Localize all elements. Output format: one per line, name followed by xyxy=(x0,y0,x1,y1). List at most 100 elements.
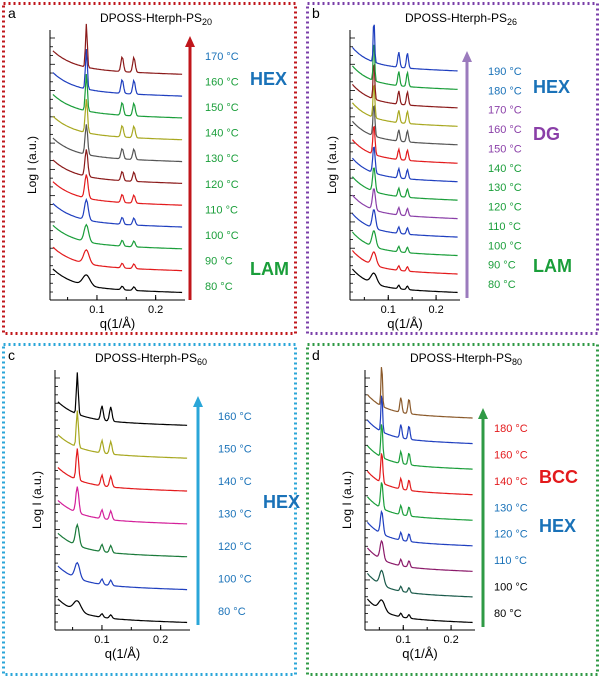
temp-arrow-head-a xyxy=(185,36,195,47)
curve-c-5 xyxy=(57,410,188,459)
phase-label-a: HEX xyxy=(250,69,287,89)
curve-b-3 xyxy=(351,209,458,238)
temp-label-a: 130 °C xyxy=(205,153,239,165)
x-tick-label-c: 0.1 xyxy=(94,634,109,646)
curve-c-6 xyxy=(57,372,188,426)
temp-label-c: 150 °C xyxy=(218,444,252,456)
curve-b-0 xyxy=(351,268,458,294)
temp-label-c: 100 °C xyxy=(218,574,252,586)
x-tick-label-b: 0.2 xyxy=(428,304,443,316)
temp-label-c: 80 °C xyxy=(218,606,246,618)
curve-b-11 xyxy=(351,44,458,90)
curve-c-0 xyxy=(57,598,188,624)
curve-d-8 xyxy=(366,367,473,419)
curve-c-1 xyxy=(57,561,188,591)
phase-label-d: BCC xyxy=(539,467,578,487)
curve-a-8 xyxy=(52,74,183,119)
curve-b-12 xyxy=(351,24,458,72)
curve-a-5 xyxy=(52,149,183,184)
curve-d-3 xyxy=(366,509,473,547)
panel-title-b: DPOSS-Hterph-PS26 xyxy=(405,11,517,27)
curve-a-10 xyxy=(52,23,183,75)
x-tick-label-b: 0.1 xyxy=(381,304,396,316)
panel-border-a xyxy=(2,2,297,335)
curve-a-9 xyxy=(52,48,183,97)
temp-label-c: 160 °C xyxy=(218,411,252,423)
temp-label-c: 120 °C xyxy=(218,541,252,553)
phase-label-b: LAM xyxy=(533,256,572,276)
temp-label-a: 140 °C xyxy=(205,128,239,140)
x-tick-label-d: 0.2 xyxy=(443,634,458,646)
temp-label-d: 100 °C xyxy=(494,582,528,594)
curve-b-7 xyxy=(351,125,458,164)
y-axis-label-c: Log I (a.u.) xyxy=(30,471,44,529)
curve-a-4 xyxy=(52,174,183,206)
panel-letter-a: a xyxy=(8,5,16,21)
curve-b-9 xyxy=(351,84,458,127)
phase-label-a: LAM xyxy=(250,259,289,279)
curve-d-2 xyxy=(366,539,473,572)
temp-label-a: 100 °C xyxy=(205,230,239,242)
curve-b-4 xyxy=(351,188,458,220)
temp-label-a: 160 °C xyxy=(205,77,239,89)
y-axis-label-b: Log I (a.u.) xyxy=(325,136,339,194)
panel-border-c xyxy=(2,343,297,676)
panel-letter-b: b xyxy=(312,5,320,21)
x-tick-label-a: 0.1 xyxy=(89,304,104,316)
temp-label-b: 130 °C xyxy=(488,182,522,194)
phase-label-d: HEX xyxy=(539,516,576,536)
curve-d-6 xyxy=(366,424,473,470)
x-tick-label-d: 0.1 xyxy=(396,634,411,646)
curve-a-3 xyxy=(52,197,183,228)
temp-label-a: 110 °C xyxy=(205,204,238,216)
curve-c-3 xyxy=(57,486,188,525)
x-axis-label-d: q(1/Å) xyxy=(402,646,437,661)
x-tick-label-c: 0.2 xyxy=(153,634,168,646)
temp-arrow-head-c xyxy=(193,396,203,407)
phase-label-b: HEX xyxy=(533,77,570,97)
temp-label-b: 80 °C xyxy=(488,279,516,291)
curve-b-5 xyxy=(351,167,458,201)
panel-border-d xyxy=(306,343,599,676)
curve-a-7 xyxy=(52,99,183,141)
temp-label-d: 180 °C xyxy=(494,423,528,435)
temp-label-d: 80 °C xyxy=(494,608,522,620)
temp-arrow-head-b xyxy=(462,51,472,62)
x-tick-label-a: 0.2 xyxy=(148,304,163,316)
curve-a-1 xyxy=(52,246,183,272)
temp-arrow-head-d xyxy=(478,408,488,419)
temp-label-b: 150 °C xyxy=(488,143,522,155)
curve-b-10 xyxy=(351,63,458,109)
x-axis-label-c: q(1/Å) xyxy=(105,646,140,661)
temp-label-b: 90 °C xyxy=(488,260,516,272)
temp-label-a: 80 °C xyxy=(205,281,233,293)
curve-b-1 xyxy=(351,250,458,275)
temp-label-c: 130 °C xyxy=(218,509,252,521)
temp-label-d: 140 °C xyxy=(494,476,528,488)
y-axis-label-d: Log I (a.u.) xyxy=(340,471,354,529)
temp-label-d: 110 °C xyxy=(494,555,527,567)
panel-title-a: DPOSS-Hterph-PS20 xyxy=(100,11,212,27)
temp-label-d: 130 °C xyxy=(494,502,528,514)
curve-b-2 xyxy=(351,230,458,257)
curve-b-6 xyxy=(351,146,458,183)
curve-c-4 xyxy=(57,448,188,492)
curve-a-2 xyxy=(52,223,183,250)
temp-label-d: 120 °C xyxy=(494,529,528,541)
panel-title-c: DPOSS-Hterph-PS60 xyxy=(95,351,207,367)
temp-label-a: 120 °C xyxy=(205,179,239,191)
x-axis-label-b: q(1/Å) xyxy=(387,316,422,331)
curve-a-0 xyxy=(52,268,183,294)
panel-border-b xyxy=(306,2,599,335)
temp-label-b: 140 °C xyxy=(488,163,522,175)
temp-label-c: 140 °C xyxy=(218,476,252,488)
phase-label-c: HEX xyxy=(263,492,300,512)
curve-d-4 xyxy=(366,482,473,521)
curve-c-2 xyxy=(57,522,188,558)
phase-label-b: DG xyxy=(533,124,560,144)
curve-a-6 xyxy=(52,124,183,163)
curve-d-0 xyxy=(366,598,473,624)
temp-label-a: 150 °C xyxy=(205,102,239,114)
temp-label-b: 190 °C xyxy=(488,66,522,78)
temp-label-d: 160 °C xyxy=(494,449,528,461)
